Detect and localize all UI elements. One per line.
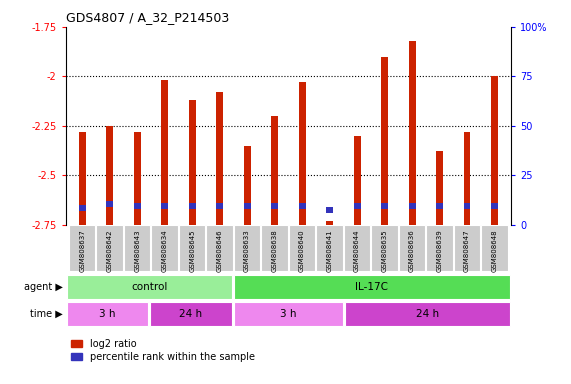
Bar bbox=[299, 82, 305, 225]
Bar bbox=[134, 132, 140, 225]
Text: GSM808634: GSM808634 bbox=[162, 229, 168, 271]
Bar bbox=[381, 203, 388, 209]
Text: GSM808644: GSM808644 bbox=[354, 229, 360, 271]
Text: GSM808640: GSM808640 bbox=[299, 229, 305, 271]
Bar bbox=[79, 132, 86, 225]
Bar bbox=[234, 225, 260, 271]
Bar bbox=[66, 275, 232, 299]
Text: time ▶: time ▶ bbox=[30, 309, 63, 319]
Bar bbox=[150, 302, 232, 326]
Text: GSM808639: GSM808639 bbox=[437, 229, 443, 272]
Bar bbox=[353, 136, 360, 225]
Bar bbox=[124, 225, 150, 271]
Bar bbox=[271, 116, 278, 225]
Legend: log2 ratio, percentile rank within the sample: log2 ratio, percentile rank within the s… bbox=[71, 339, 255, 362]
Bar bbox=[134, 203, 140, 209]
Bar bbox=[353, 203, 360, 209]
Bar bbox=[271, 203, 278, 209]
Bar bbox=[79, 205, 86, 211]
Bar bbox=[179, 225, 206, 271]
Text: 24 h: 24 h bbox=[179, 309, 203, 319]
Bar bbox=[326, 221, 333, 225]
Bar bbox=[216, 203, 223, 209]
Bar bbox=[345, 302, 510, 326]
Text: GSM808638: GSM808638 bbox=[272, 229, 278, 272]
Bar bbox=[491, 76, 498, 225]
Text: GSM808642: GSM808642 bbox=[107, 229, 112, 271]
Bar bbox=[427, 225, 453, 271]
Text: GSM808646: GSM808646 bbox=[216, 229, 223, 271]
Bar bbox=[436, 151, 443, 225]
Bar bbox=[381, 56, 388, 225]
Text: 3 h: 3 h bbox=[99, 309, 116, 319]
Bar bbox=[316, 225, 343, 271]
Bar bbox=[464, 203, 471, 209]
Text: 24 h: 24 h bbox=[416, 309, 439, 319]
Bar bbox=[161, 203, 168, 209]
Bar bbox=[464, 132, 471, 225]
Bar bbox=[188, 203, 195, 209]
Bar bbox=[436, 203, 443, 209]
Bar bbox=[491, 203, 498, 209]
Text: agent ▶: agent ▶ bbox=[24, 282, 63, 292]
Text: control: control bbox=[131, 282, 167, 292]
Bar bbox=[106, 201, 113, 207]
Bar bbox=[326, 207, 333, 213]
Bar bbox=[151, 225, 178, 271]
Text: GSM808645: GSM808645 bbox=[189, 229, 195, 271]
Bar bbox=[454, 225, 480, 271]
Bar bbox=[262, 225, 288, 271]
Bar bbox=[409, 41, 416, 225]
Text: GSM808637: GSM808637 bbox=[79, 229, 85, 272]
Text: GSM808635: GSM808635 bbox=[381, 229, 388, 271]
Bar bbox=[299, 203, 305, 209]
Bar bbox=[234, 302, 343, 326]
Text: GSM808636: GSM808636 bbox=[409, 229, 415, 272]
Text: GSM808633: GSM808633 bbox=[244, 229, 250, 272]
Bar bbox=[244, 203, 251, 209]
Bar bbox=[106, 126, 113, 225]
Bar bbox=[66, 302, 148, 326]
Bar bbox=[244, 146, 251, 225]
Bar bbox=[69, 225, 95, 271]
Bar bbox=[289, 225, 315, 271]
Bar bbox=[96, 225, 123, 271]
Text: GSM808643: GSM808643 bbox=[134, 229, 140, 271]
Bar bbox=[399, 225, 425, 271]
Text: IL-17C: IL-17C bbox=[355, 282, 388, 292]
Bar bbox=[371, 225, 398, 271]
Bar bbox=[409, 203, 416, 209]
Text: GDS4807 / A_32_P214503: GDS4807 / A_32_P214503 bbox=[66, 11, 229, 24]
Text: GSM808648: GSM808648 bbox=[492, 229, 497, 271]
Bar bbox=[481, 225, 508, 271]
Bar bbox=[344, 225, 370, 271]
Bar bbox=[207, 225, 233, 271]
Bar bbox=[216, 92, 223, 225]
Bar bbox=[161, 80, 168, 225]
Bar bbox=[234, 275, 510, 299]
Text: 3 h: 3 h bbox=[280, 309, 296, 319]
Bar bbox=[188, 100, 195, 225]
Text: GSM808647: GSM808647 bbox=[464, 229, 470, 271]
Text: GSM808641: GSM808641 bbox=[327, 229, 332, 271]
